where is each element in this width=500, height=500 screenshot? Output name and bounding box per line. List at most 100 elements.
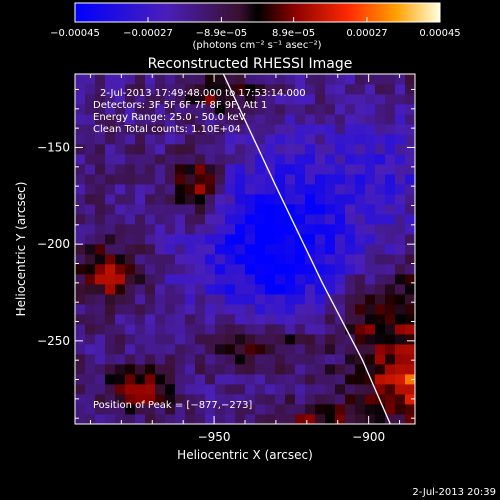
heatmap-cell	[115, 374, 126, 385]
heatmap-cell	[95, 334, 106, 345]
heatmap-cell	[265, 254, 276, 265]
heatmap-cell	[205, 74, 216, 85]
heatmap-cell	[375, 104, 386, 115]
heatmap-cell	[125, 104, 136, 115]
heatmap-cell	[345, 334, 356, 345]
heatmap-cell	[205, 364, 216, 375]
heatmap-cell	[285, 274, 296, 285]
heatmap-cell	[75, 304, 86, 315]
heatmap-cell	[265, 74, 276, 85]
heatmap-cell	[315, 304, 326, 315]
heatmap-cell	[305, 74, 316, 85]
heatmap-cell	[325, 204, 336, 215]
heatmap-cell	[155, 104, 166, 115]
heatmap-cell	[185, 204, 196, 215]
heatmap-cell	[255, 84, 266, 95]
heatmap-cell	[315, 194, 326, 205]
heatmap-cell	[275, 214, 286, 225]
heatmap-cell	[305, 374, 316, 385]
heatmap-cell	[205, 244, 216, 255]
heatmap-cell	[325, 264, 336, 275]
heatmap-cell	[335, 404, 346, 415]
heatmap-cell	[235, 74, 246, 85]
heatmap-cell	[215, 174, 226, 185]
heatmap-cell	[145, 214, 156, 225]
heatmap-cell	[395, 294, 406, 305]
y-tick-label: −150	[37, 140, 70, 154]
heatmap-cell	[175, 384, 186, 395]
heatmap-cell	[75, 334, 86, 345]
heatmap-cell	[275, 264, 286, 275]
heatmap-cell	[105, 134, 116, 145]
heatmap-cell	[325, 104, 336, 115]
heatmap-cell	[175, 354, 186, 365]
heatmap-cell	[365, 124, 376, 135]
heatmap-cell	[255, 344, 266, 355]
heatmap-cell	[255, 164, 266, 175]
heatmap-cell	[395, 324, 406, 335]
heatmap-cell	[85, 244, 96, 255]
heatmap-cell	[105, 204, 116, 215]
heatmap-cell	[75, 74, 86, 85]
heatmap-cell	[95, 74, 106, 85]
heatmap-cell	[315, 254, 326, 265]
heatmap-cell	[195, 214, 206, 225]
heatmap-cell	[245, 374, 256, 385]
heatmap-cell	[295, 334, 306, 345]
heatmap-cell	[175, 264, 186, 275]
heatmap-cell	[335, 304, 346, 315]
heatmap-cell	[215, 184, 226, 195]
heatmap-cell	[135, 234, 146, 245]
heatmap-cell	[375, 84, 386, 95]
heatmap-cell	[355, 294, 366, 305]
heatmap-cell	[395, 184, 406, 195]
heatmap-cell	[315, 84, 326, 95]
heatmap-cell	[345, 114, 356, 125]
heatmap-cell	[375, 124, 386, 135]
heatmap-cell	[245, 194, 256, 205]
heatmap-cell	[265, 394, 276, 405]
heatmap-cell	[175, 304, 186, 315]
heatmap-cell	[215, 384, 226, 395]
heatmap-cell	[265, 414, 276, 424]
heatmap-cell	[235, 244, 246, 255]
heatmap-cell	[265, 244, 276, 255]
heatmap-cell	[215, 134, 226, 145]
heatmap-cell	[345, 354, 356, 365]
heatmap-cell	[165, 294, 176, 305]
heatmap-cell	[175, 94, 186, 105]
heatmap-cell	[365, 404, 376, 415]
heatmap-cell	[115, 334, 126, 345]
heatmap-cell	[85, 414, 96, 424]
heatmap-cell	[135, 194, 146, 205]
heatmap-cell	[175, 74, 186, 85]
heatmap-cell	[295, 194, 306, 205]
heatmap-cell	[275, 414, 286, 424]
heatmap-cell	[355, 164, 366, 175]
heatmap-cell	[365, 344, 376, 355]
heatmap-cell	[175, 414, 186, 424]
heatmap-cell	[305, 84, 316, 95]
heatmap-cell	[305, 224, 316, 235]
heatmap-cell	[365, 184, 376, 195]
heatmap-cell	[275, 274, 286, 285]
heatmap-cell	[205, 414, 216, 424]
heatmap-cell	[135, 124, 146, 135]
heatmap-cell	[335, 294, 346, 305]
heatmap-cell	[395, 404, 406, 415]
heatmap-cell	[375, 324, 386, 335]
heatmap-cell	[95, 304, 106, 315]
heatmap-cell	[295, 414, 306, 424]
heatmap-cell	[165, 324, 176, 335]
heatmap-cell	[135, 344, 146, 355]
heatmap-cell	[145, 194, 156, 205]
heatmap-cell	[375, 234, 386, 245]
heatmap-cell	[325, 364, 336, 375]
heatmap-cell	[265, 284, 276, 295]
heatmap-cell	[345, 414, 356, 424]
heatmap-cell	[105, 74, 116, 85]
heatmap-cell	[265, 164, 276, 175]
heatmap-cell	[385, 194, 396, 205]
heatmap-cell	[265, 354, 276, 365]
heatmap-cell	[145, 304, 156, 315]
